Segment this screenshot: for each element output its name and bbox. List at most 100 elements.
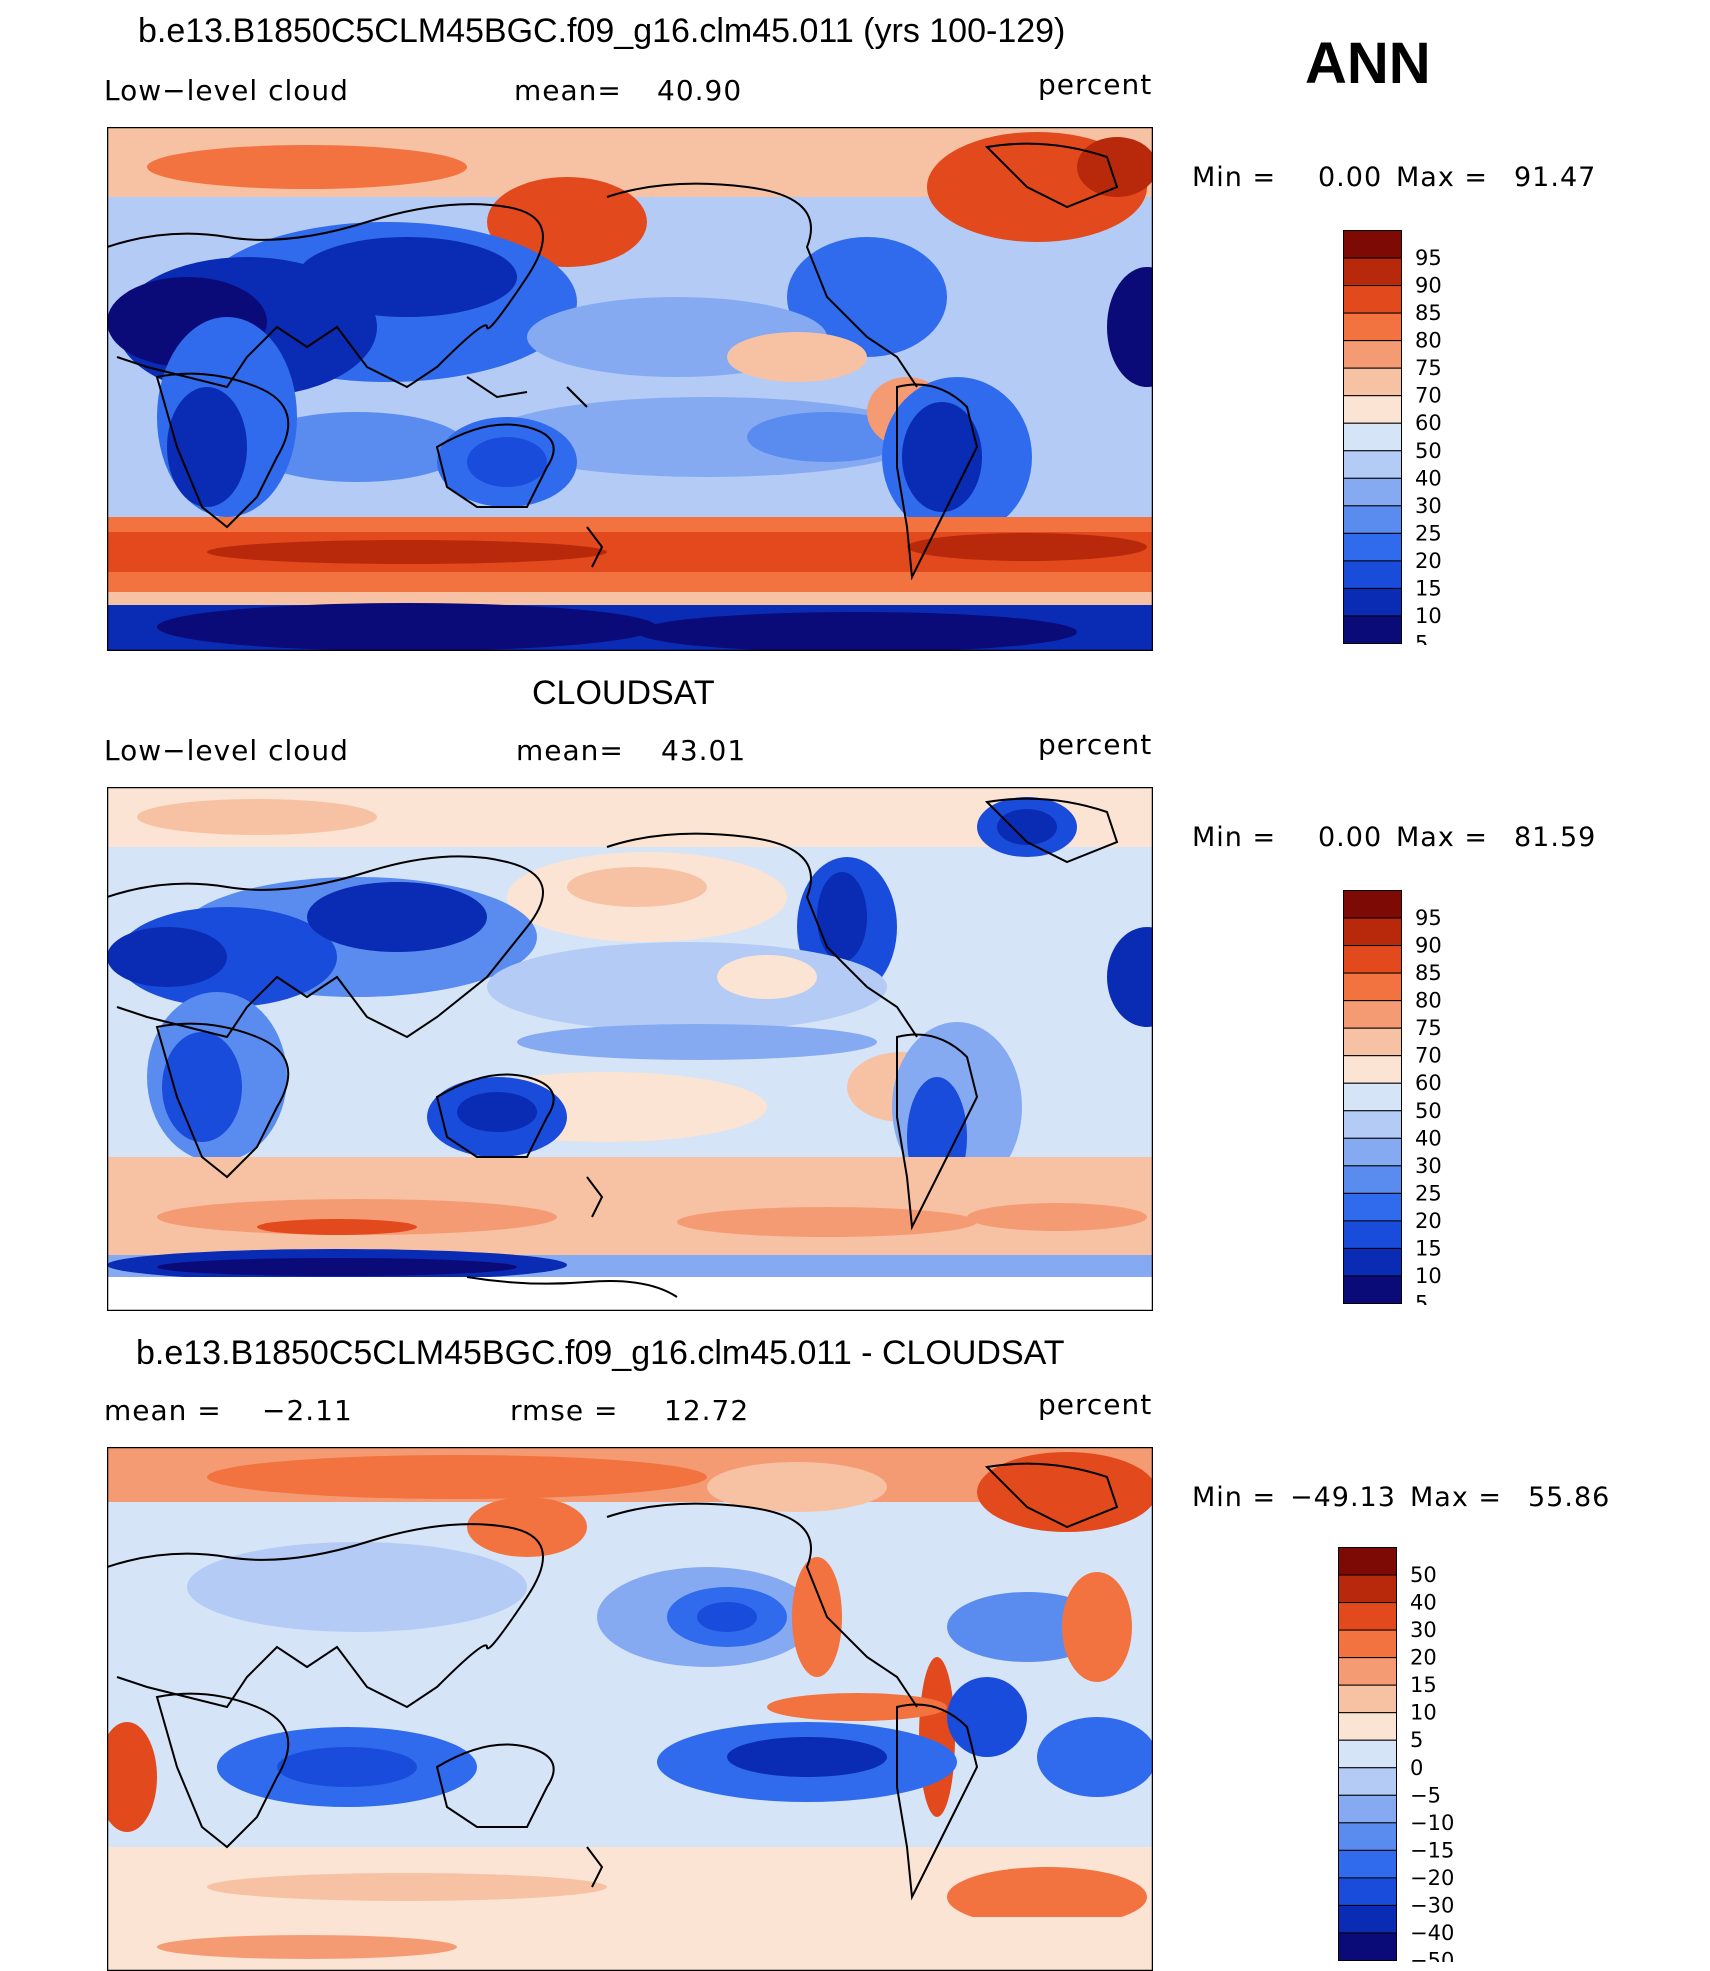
panel-3-min-label: Min =	[1192, 1482, 1277, 1513]
colorbar-swatch	[1343, 477, 1402, 507]
panel-2-min-value: 0.00	[1318, 822, 1383, 853]
colorbar-tick-label: 60	[1415, 1071, 1442, 1095]
colorbar-swatch	[1343, 1275, 1402, 1305]
panel-1-min-label: Min =	[1192, 162, 1277, 193]
colorbar-tick-label: 30	[1410, 1618, 1437, 1642]
colorbar-swatch	[1338, 1904, 1397, 1934]
panel-3-units: percent	[1038, 1388, 1153, 1421]
colorbar-tick-label: 15	[1415, 576, 1442, 600]
panel-3-rmse-value: 12.72	[664, 1394, 750, 1427]
colorbar-swatch	[1343, 1027, 1402, 1057]
colorbar-swatch	[1343, 890, 1402, 919]
panel-1-colorbar: 95 90 85 80 75 70 60 50 40 30 25 20 15 10 5	[1343, 230, 1463, 656]
colorbar-swatch	[1343, 285, 1402, 314]
colorbar-tick-label: −5	[1410, 1783, 1441, 1807]
colorbar-tick-label: −30	[1410, 1893, 1454, 1917]
colorbar-tick-label: −20	[1410, 1866, 1454, 1890]
colorbar-swatch	[1338, 1849, 1397, 1879]
colorbar-tick-label: 5	[1415, 632, 1428, 646]
panel-1-variable: Low−level cloud	[104, 74, 349, 107]
colorbar-tick-label: 70	[1415, 384, 1442, 408]
colorbar-swatch	[1343, 422, 1402, 452]
panel-1-mean-value: 40.90	[657, 74, 743, 107]
panel-3-mean-value: −2.11	[262, 1394, 353, 1427]
panel-2-title: CLOUDSAT	[532, 674, 715, 712]
panel-3-title: b.e13.B1850C5CLM45BGC.f09_g16.clm45.011 …	[136, 1334, 1065, 1372]
colorbar-tick-label: 70	[1415, 1044, 1442, 1068]
colorbar-tick-label: 75	[1415, 1016, 1442, 1040]
colorbar-tick-label: 25	[1415, 1181, 1442, 1205]
panel-1-max-label: Max =	[1396, 162, 1489, 193]
colorbar-swatch	[1338, 1739, 1397, 1769]
panel-2-mean-value: 43.01	[661, 734, 747, 767]
panel-1-mean-label: mean=	[514, 74, 622, 107]
colorbar-swatch	[1343, 1110, 1402, 1139]
colorbar-tick-label: 5	[1410, 1728, 1423, 1752]
colorbar-swatch	[1338, 1877, 1397, 1906]
colorbar-swatch	[1343, 972, 1402, 1002]
panel-1-title: b.e13.B1850C5CLM45BGC.f09_g16.clm45.011 …	[138, 12, 1066, 50]
panel-3-max-label: Max =	[1410, 1482, 1503, 1513]
colorbar-tick-label: 10	[1410, 1701, 1437, 1725]
colorbar-tick-label: 20	[1415, 1209, 1442, 1233]
panel-3-mean-label: mean =	[104, 1394, 222, 1427]
panel-1-max-value: 91.47	[1514, 162, 1597, 193]
colorbar-swatch	[1343, 560, 1402, 589]
colorbar-swatch	[1343, 532, 1402, 562]
colorbar-tick-label: 85	[1415, 301, 1442, 325]
colorbar-tick-label: 90	[1415, 274, 1442, 298]
colorbar-tick-label: 85	[1415, 961, 1442, 985]
colorbar-tick-label: 0	[1410, 1756, 1423, 1780]
panel-2-max-value: 81.59	[1514, 822, 1597, 853]
colorbar-tick-label: 20	[1415, 549, 1442, 573]
panel-2-colorbar: 95 90 85 80 75 70 60 50 40 30 25 20 15 10 5	[1343, 890, 1463, 1316]
colorbar-tick-label: 10	[1415, 1264, 1442, 1288]
colorbar-swatch	[1343, 257, 1402, 287]
colorbar-swatch	[1343, 1220, 1402, 1249]
panel-2-min-label: Min =	[1192, 822, 1277, 853]
panel-2-map	[107, 787, 1153, 1311]
colorbar-swatch	[1338, 1684, 1397, 1714]
colorbar-tick-label: 30	[1415, 494, 1442, 518]
colorbar-tick-label: 50	[1415, 1099, 1442, 1123]
colorbar-swatch	[1343, 1082, 1402, 1112]
colorbar-tick-label: 20	[1410, 1646, 1437, 1670]
colorbar-tick-label: 10	[1415, 604, 1442, 628]
colorbar-swatch	[1343, 1055, 1402, 1084]
colorbar-swatch	[1338, 1822, 1397, 1851]
colorbar-swatch	[1343, 1000, 1402, 1029]
colorbar-tick-label: 5	[1415, 1292, 1428, 1306]
colorbar-tick-label: −15	[1410, 1838, 1454, 1862]
colorbar-swatch	[1343, 230, 1402, 259]
colorbar-tick-label: −50	[1410, 1949, 1454, 1963]
colorbar-swatch	[1338, 1712, 1397, 1741]
colorbar-swatch	[1343, 1165, 1402, 1194]
colorbar-swatch	[1343, 615, 1402, 645]
colorbar-swatch	[1343, 312, 1402, 342]
colorbar-tick-label: 75	[1415, 356, 1442, 380]
colorbar-tick-label: 80	[1415, 989, 1442, 1013]
colorbar-tick-label: 40	[1415, 466, 1442, 490]
panel-1-map	[107, 127, 1153, 651]
colorbar-tick-label: 60	[1415, 411, 1442, 435]
panel-3-colorbar: 50 40 30 20 15 10 5 0 −5 −10 −15 −20 −30 −40 −50	[1338, 1547, 1478, 1971]
colorbar-tick-label: 50	[1415, 439, 1442, 463]
panel-3-max-value: 55.86	[1528, 1482, 1611, 1513]
colorbar-tick-label: 50	[1410, 1563, 1437, 1587]
colorbar-swatch	[1343, 587, 1402, 617]
colorbar-swatch	[1338, 1932, 1397, 1962]
colorbar-tick-label: 40	[1415, 1126, 1442, 1150]
colorbar-tick-label: 25	[1415, 521, 1442, 545]
panel-3-map	[107, 1447, 1153, 1971]
colorbar-swatch	[1343, 505, 1402, 534]
colorbar-tick-label: 80	[1415, 329, 1442, 353]
panel-2-units: percent	[1038, 728, 1153, 761]
colorbar-swatch	[1343, 450, 1402, 479]
season-label: ANN	[1305, 31, 1431, 96]
colorbar-tick-label: −40	[1410, 1921, 1454, 1945]
colorbar-tick-label: 95	[1415, 906, 1442, 930]
colorbar-tick-label: −10	[1410, 1811, 1454, 1835]
colorbar-swatch	[1338, 1767, 1397, 1796]
colorbar-swatch	[1343, 945, 1402, 974]
panel-3-rmse-label: rmse =	[510, 1394, 619, 1427]
